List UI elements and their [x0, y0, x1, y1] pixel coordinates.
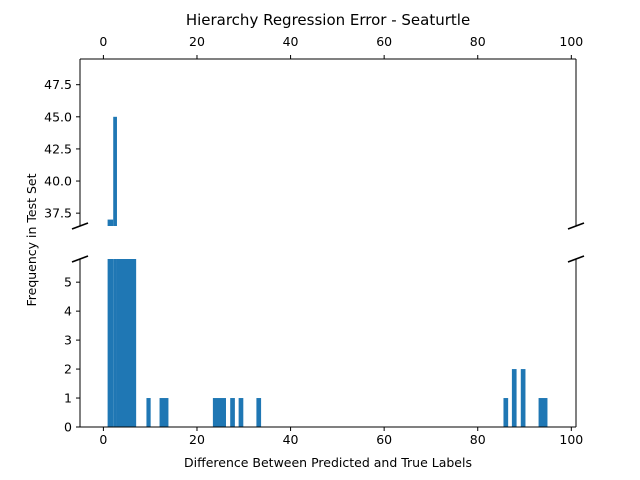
bar-upper-1 [113, 116, 117, 226]
bar-lower-1 [113, 259, 117, 427]
upper-bars [107, 116, 117, 226]
y-tick-label-lower: 1 [64, 391, 72, 406]
bar-lower-10 [511, 369, 517, 427]
x-tick-label-top: 40 [283, 34, 299, 49]
axis-break-marks [71, 222, 585, 263]
bar-lower-8 [256, 398, 262, 427]
upper-panel: 0 20 40 60 80 100 37.5 40.0 42.5 45.0 47.5 [44, 34, 583, 226]
break-mark [567, 255, 585, 263]
x-tick-label-top: 60 [376, 34, 392, 49]
bar-lower-6 [230, 398, 235, 427]
y-tick-label-lower: 2 [64, 362, 72, 377]
x-tick-label-top: 80 [470, 34, 486, 49]
bar-lower-0 [107, 259, 114, 427]
x-tick-label-bottom: 20 [189, 432, 205, 447]
lower-bars [107, 259, 548, 427]
y-tick-label-lower: 4 [64, 304, 72, 319]
bar-lower-4 [159, 398, 169, 427]
bar-lower-7 [238, 398, 244, 427]
y-tick-label-upper: 47.5 [44, 77, 72, 92]
bar-lower-5 [212, 398, 226, 427]
y-tick-label-lower: 3 [64, 333, 72, 348]
x-tick-label-top: 0 [99, 34, 107, 49]
x-tick-label-bottom: 40 [283, 432, 299, 447]
x-tick-label-bottom: 0 [99, 432, 107, 447]
x-tick-label-bottom: 60 [376, 432, 392, 447]
y-tick-label-upper: 42.5 [44, 141, 72, 156]
y-tick-label-upper: 37.5 [44, 206, 72, 221]
x-axis-label: Difference Between Predicted and True La… [184, 455, 472, 470]
bar-lower-11 [520, 369, 526, 427]
bar-lower-3 [146, 398, 151, 427]
y-tick-label-lower: 0 [64, 420, 72, 435]
break-mark [71, 222, 89, 230]
bar-upper-0 [107, 219, 114, 226]
bar-lower-9 [503, 398, 509, 427]
x-tick-label-bottom: 100 [559, 432, 583, 447]
lower-panel: 0 20 40 60 80 100 0 1 2 3 4 5 [64, 259, 583, 447]
bar-lower-12 [538, 398, 548, 427]
x-tick-label-bottom: 80 [470, 432, 486, 447]
bar-lower-2 [116, 259, 137, 427]
break-mark [567, 222, 585, 230]
chart-title: Hierarchy Regression Error - Seaturtle [186, 11, 470, 29]
y-tick-label-upper: 45.0 [44, 109, 72, 124]
x-tick-label-top: 20 [189, 34, 205, 49]
y-tick-label-upper: 40.0 [44, 174, 72, 189]
x-tick-label-top: 100 [559, 34, 583, 49]
y-axis-label: Frequency in Test Set [24, 173, 39, 306]
y-tick-label-lower: 5 [64, 275, 72, 290]
break-mark [71, 255, 89, 263]
